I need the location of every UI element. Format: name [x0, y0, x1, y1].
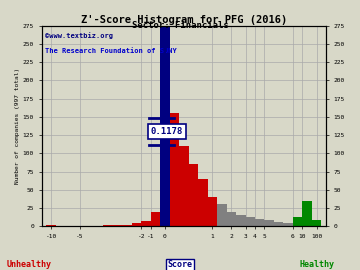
Text: Healthy: Healthy	[299, 260, 334, 269]
Bar	[151, 212, 160, 226]
Bar	[265, 220, 274, 226]
Bar	[198, 179, 208, 226]
Text: The Research Foundation of SUNY: The Research Foundation of SUNY	[45, 48, 176, 54]
Bar	[312, 220, 321, 226]
Y-axis label: Number of companies (997 total): Number of companies (997 total)	[15, 68, 20, 184]
Bar	[141, 221, 151, 226]
Bar	[189, 164, 198, 226]
Bar	[274, 222, 283, 226]
Bar	[170, 113, 179, 226]
Text: ©www.textbiz.org: ©www.textbiz.org	[45, 32, 113, 39]
Title: Z'-Score Histogram for PFG (2016): Z'-Score Histogram for PFG (2016)	[81, 15, 287, 25]
Bar	[46, 225, 56, 226]
Bar	[293, 217, 302, 226]
Text: 0.1178: 0.1178	[151, 127, 183, 136]
Text: Score: Score	[167, 260, 193, 269]
Bar	[208, 197, 217, 226]
Bar	[160, 26, 170, 226]
Text: Sector: Financials: Sector: Financials	[132, 21, 228, 30]
Bar	[236, 215, 246, 226]
Text: Unhealthy: Unhealthy	[6, 260, 51, 269]
Bar	[283, 222, 293, 226]
Bar	[132, 222, 141, 226]
Bar	[226, 212, 236, 226]
Bar	[217, 204, 226, 226]
Bar	[113, 225, 122, 226]
Bar	[179, 146, 189, 226]
Bar	[255, 219, 265, 226]
Bar	[246, 217, 255, 226]
Bar	[122, 225, 132, 226]
Bar	[103, 225, 113, 226]
Bar	[302, 201, 312, 226]
